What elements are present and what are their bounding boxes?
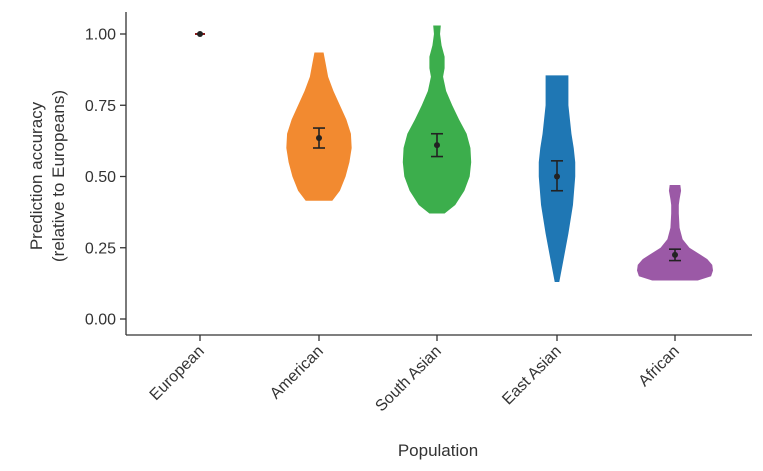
violin-body	[402, 25, 472, 214]
mean-point	[197, 31, 203, 37]
x-tick-label: American	[267, 343, 327, 403]
y-tick-label: 0.75	[85, 98, 116, 115]
mean-point	[554, 173, 560, 180]
violin-european	[195, 31, 205, 37]
violin-body	[286, 52, 352, 201]
violin-american	[286, 52, 352, 201]
y-tick-label: 0.00	[85, 312, 116, 329]
violin-african	[637, 185, 713, 281]
y-axis: 0.00 0.25 0.50 0.75 1.00	[85, 12, 127, 335]
violins	[195, 25, 713, 282]
mean-point	[672, 251, 678, 258]
y-tick-label: 1.00	[85, 27, 116, 44]
x-tick-label: East Asian	[499, 343, 564, 408]
mean-point	[434, 142, 440, 149]
y-tick-label: 0.50	[85, 169, 116, 186]
violin-south-asian	[402, 25, 472, 214]
mean-point	[316, 135, 322, 142]
x-tick-label: South Asian	[372, 343, 444, 415]
y-tick-label: 0.25	[85, 240, 116, 257]
violin-body	[637, 185, 713, 281]
x-tick-label: African	[636, 343, 683, 390]
y-axis-title-line-2: (relative to Europeans)	[49, 90, 68, 262]
violin-east-asian	[538, 75, 576, 282]
x-axis: European American South Asian East Asian Afr…	[126, 334, 752, 415]
x-tick-label: European	[147, 343, 208, 404]
x-axis-title: Population	[398, 441, 478, 460]
y-axis-title: Prediction accuracy	[27, 101, 46, 250]
